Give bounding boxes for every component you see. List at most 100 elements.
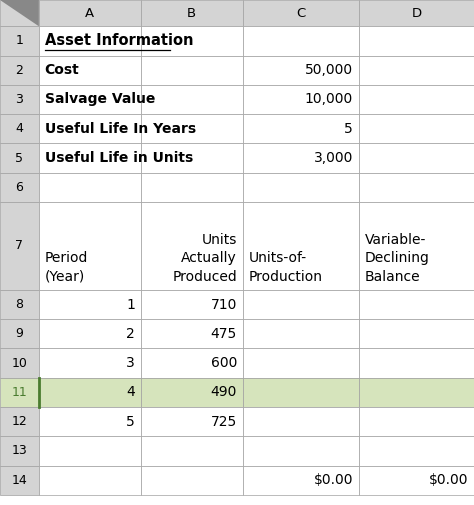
Bar — [243, 466, 359, 495]
Bar — [141, 202, 243, 290]
Bar — [141, 56, 243, 85]
Bar — [39, 202, 141, 290]
Text: 600: 600 — [210, 356, 237, 370]
Bar — [0, 56, 39, 85]
Text: A: A — [85, 7, 94, 20]
Text: 10,000: 10,000 — [305, 92, 353, 107]
Text: Salvage Value: Salvage Value — [45, 92, 155, 107]
Text: 3: 3 — [127, 356, 135, 370]
Bar — [141, 173, 243, 202]
Text: 13: 13 — [11, 444, 27, 458]
Bar — [243, 0, 359, 26]
Text: 475: 475 — [211, 327, 237, 341]
Text: Asset Information: Asset Information — [45, 33, 193, 48]
Bar — [39, 407, 141, 436]
Bar — [359, 319, 474, 348]
Text: 3: 3 — [16, 93, 23, 106]
Polygon shape — [0, 0, 39, 26]
Bar — [359, 466, 474, 495]
Bar — [39, 436, 141, 466]
Text: Useful Life In Years: Useful Life In Years — [45, 122, 196, 136]
Text: 4: 4 — [127, 385, 135, 399]
Bar — [359, 0, 474, 26]
Text: 490: 490 — [210, 385, 237, 399]
Bar — [39, 26, 141, 56]
Text: $0.00: $0.00 — [429, 473, 468, 487]
Bar — [39, 348, 141, 378]
Bar — [39, 466, 141, 495]
Text: $0.00: $0.00 — [314, 473, 353, 487]
Bar — [359, 202, 474, 290]
Text: 710: 710 — [210, 297, 237, 312]
Text: B: B — [187, 7, 196, 20]
Bar — [141, 436, 243, 466]
Bar — [141, 0, 243, 26]
Bar — [243, 319, 359, 348]
Bar — [359, 143, 474, 173]
Bar — [141, 114, 243, 143]
Bar — [141, 290, 243, 319]
Text: 9: 9 — [16, 327, 23, 340]
Bar — [243, 202, 359, 290]
Text: 4: 4 — [16, 122, 23, 135]
Bar — [0, 0, 39, 26]
Bar — [39, 85, 141, 114]
Bar — [141, 85, 243, 114]
Text: 2: 2 — [127, 327, 135, 341]
Bar — [141, 407, 243, 436]
Bar — [39, 378, 141, 407]
Bar — [39, 56, 141, 85]
Bar — [0, 348, 39, 378]
Text: Units
Actually
Produced: Units Actually Produced — [172, 233, 237, 284]
Text: 3,000: 3,000 — [314, 151, 353, 165]
Text: D: D — [411, 7, 421, 20]
Bar — [243, 436, 359, 466]
Bar — [0, 466, 39, 495]
Bar — [243, 26, 359, 56]
Text: Units-of-
Production: Units-of- Production — [248, 251, 322, 284]
Text: Variable-
Declining
Balance: Variable- Declining Balance — [365, 233, 429, 284]
Bar — [0, 202, 39, 290]
Bar — [141, 466, 243, 495]
Bar — [243, 290, 359, 319]
Text: 10: 10 — [11, 357, 27, 370]
Bar — [0, 290, 39, 319]
Bar — [359, 348, 474, 378]
Bar — [359, 290, 474, 319]
Bar — [0, 407, 39, 436]
Text: 14: 14 — [11, 474, 27, 487]
Bar — [243, 56, 359, 85]
Bar — [141, 143, 243, 173]
Text: 7: 7 — [16, 239, 23, 252]
Bar — [359, 407, 474, 436]
Bar — [0, 114, 39, 143]
Bar — [39, 173, 141, 202]
Bar — [39, 114, 141, 143]
Text: 50,000: 50,000 — [305, 63, 353, 77]
Bar — [243, 407, 359, 436]
Bar — [243, 173, 359, 202]
Text: 2: 2 — [16, 64, 23, 77]
Bar — [141, 319, 243, 348]
Bar — [0, 143, 39, 173]
Text: 5: 5 — [127, 415, 135, 429]
Text: 8: 8 — [16, 298, 23, 311]
Bar — [0, 319, 39, 348]
Bar — [243, 143, 359, 173]
Text: 6: 6 — [16, 181, 23, 194]
Text: 5: 5 — [345, 122, 353, 136]
Bar — [359, 85, 474, 114]
Text: 12: 12 — [11, 415, 27, 428]
Bar — [359, 378, 474, 407]
Bar — [243, 114, 359, 143]
Text: 1: 1 — [126, 297, 135, 312]
Bar — [359, 26, 474, 56]
Bar — [243, 85, 359, 114]
Bar — [141, 348, 243, 378]
Bar — [359, 173, 474, 202]
Bar — [0, 436, 39, 466]
Bar — [0, 26, 39, 56]
Text: C: C — [296, 7, 305, 20]
Text: Period
(Year): Period (Year) — [45, 251, 88, 284]
Bar — [39, 319, 141, 348]
